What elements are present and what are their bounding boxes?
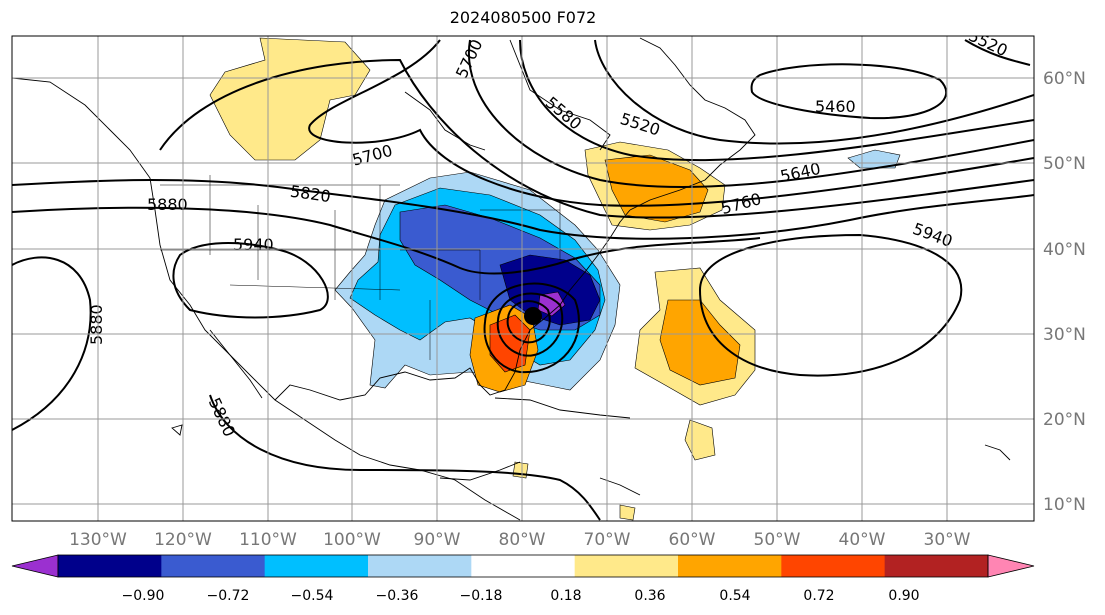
- positive-anomaly-small-gulf: [512, 461, 529, 479]
- colorbar-tick-label: −0.72: [207, 588, 250, 604]
- map-area: 5700 5700 5580 5520 5520 5460 5640 5820 …: [12, 36, 1034, 521]
- contour-5640: [467, 39, 1034, 189]
- positive-anomaly-small-caribbean: [619, 504, 636, 521]
- lon-label: 110°W: [239, 530, 297, 550]
- colorbar-segment: [58, 555, 162, 577]
- negative-anomaly-core: [499, 254, 601, 326]
- contour-5880-a: [12, 206, 761, 275]
- lon-labels: 130°W 120°W 110°W 100°W 90°W 80°W 70°W 6…: [69, 530, 971, 550]
- lon-label: 120°W: [154, 530, 212, 550]
- colorbar-segment: [574, 555, 679, 577]
- colorbar: [11, 554, 1035, 578]
- gridlines: [12, 36, 1034, 521]
- contour-5700: [308, 39, 1034, 207]
- positive-anomaly-florida-inner: [489, 314, 531, 373]
- positive-anomaly-northwest: [209, 37, 371, 161]
- lat-label: 50°N: [1043, 154, 1086, 174]
- contour-5820: [12, 179, 1034, 240]
- colorbar-tick-label: 0.18: [550, 588, 581, 604]
- negative-anomaly-center: [537, 291, 566, 317]
- contour-low-ring-1: [506, 300, 551, 344]
- lon-label: 40°W: [839, 530, 886, 550]
- colorbar-segment: [781, 555, 886, 577]
- contour-label: 5460: [815, 97, 856, 116]
- colorbar-extend-min: [11, 554, 59, 578]
- lon-label: 90°W: [414, 530, 461, 550]
- contour-low-ring-3: [483, 282, 580, 374]
- lat-labels: 60°N 50°N 40°N 30°N 20°N 10°N: [1043, 69, 1086, 515]
- colorbar-segment: [161, 555, 266, 577]
- contour-5520-a: [594, 39, 1034, 145]
- colorbar-segment: [678, 555, 782, 577]
- colorbar-tick-label: −0.54: [291, 588, 334, 604]
- contour-5460: [750, 63, 947, 120]
- contour-5940-a: [172, 242, 329, 319]
- lon-label: 60°W: [669, 530, 716, 550]
- colorbar-tick-label: 0.90: [888, 588, 919, 604]
- contour-low-ring-2: [496, 292, 564, 357]
- lon-label: 130°W: [69, 530, 127, 550]
- colorbar-tick-label: −0.36: [376, 588, 419, 604]
- colorbar-segment: [264, 555, 369, 577]
- lat-label: 60°N: [1043, 69, 1086, 89]
- positive-anomaly-atlantic-inner: [659, 299, 741, 386]
- colorbar-segment: [368, 555, 472, 577]
- colorbar-extend-max: [987, 554, 1035, 578]
- lat-label: 30°N: [1043, 325, 1086, 345]
- lon-label: 100°W: [323, 530, 381, 550]
- colorbar-tick-label: −0.90: [122, 588, 165, 604]
- lon-label: 70°W: [584, 530, 631, 550]
- colorbar-tick-label: −0.18: [460, 588, 503, 604]
- colorbar-tick-label: 0.54: [719, 588, 750, 604]
- contour-5580: [519, 39, 1034, 162]
- colorbar-frame: [57, 554, 989, 578]
- lat-label: 40°N: [1043, 240, 1086, 260]
- colorbar-tick-label: 0.72: [803, 588, 834, 604]
- lon-label: 30°W: [924, 530, 971, 550]
- contour-5880-b: [12, 256, 92, 431]
- map-frame: [11, 35, 1035, 522]
- coastlines: [12, 37, 1011, 521]
- lat-label: 10°N: [1043, 495, 1086, 515]
- colorbar-tick-label: 0.36: [634, 588, 665, 604]
- contour-5880-c: [209, 394, 601, 521]
- contour-label: 5880: [147, 195, 188, 214]
- colorbar-segment: [471, 555, 576, 577]
- map-title: 2024080500 F072: [449, 8, 597, 27]
- lon-label: 80°W: [499, 530, 546, 550]
- contour-5940-b: [698, 233, 963, 377]
- lat-label: 20°N: [1043, 410, 1086, 430]
- colorbar-segment: [884, 555, 989, 577]
- colorbar-tick-labels: −0.90 −0.72 −0.54 −0.36 −0.18 0.18 0.36 …: [122, 588, 920, 604]
- contour-label: 5880: [87, 304, 106, 345]
- lon-label: 50°W: [754, 530, 801, 550]
- contour-5520-b: [964, 39, 1031, 66]
- state-borders: [160, 175, 561, 360]
- storm-center-marker: [524, 307, 542, 325]
